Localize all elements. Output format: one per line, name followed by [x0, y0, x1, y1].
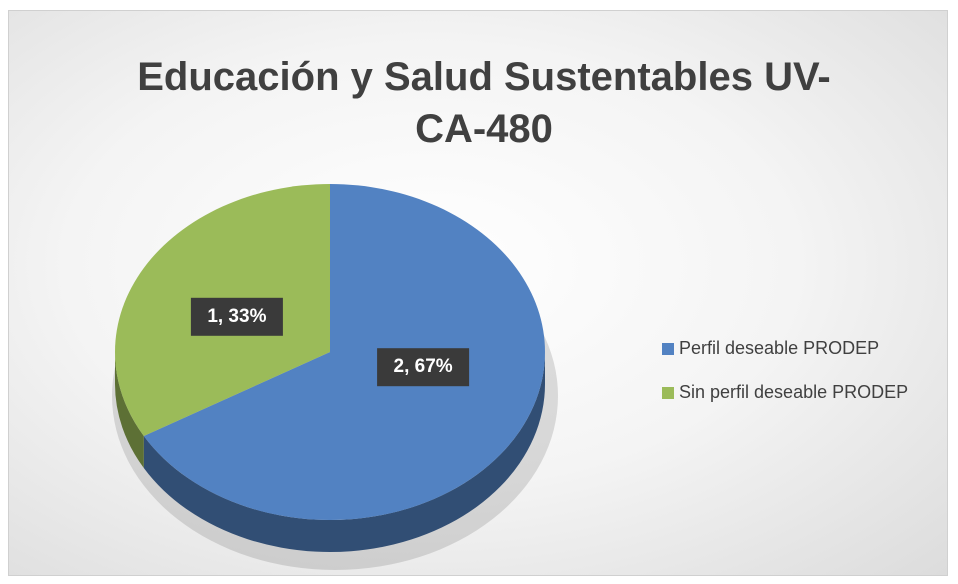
- slice-side: [143, 352, 545, 553]
- legend-swatch: [662, 343, 674, 355]
- data-label: 1, 33%: [207, 306, 266, 327]
- legend-swatch: [662, 387, 674, 399]
- data-label-box: [377, 348, 470, 387]
- slice-side: [115, 352, 144, 468]
- slice: [143, 184, 545, 520]
- data-label: 2, 67%: [394, 356, 453, 377]
- legend-label: Sin perfil deseable PRODEP: [679, 382, 908, 402]
- chart-title: Educación y Salud Sustentables UV-CA-480: [137, 55, 831, 151]
- data-label-box: [190, 297, 283, 336]
- legend-label: Perfil deseable PRODEP: [679, 338, 879, 358]
